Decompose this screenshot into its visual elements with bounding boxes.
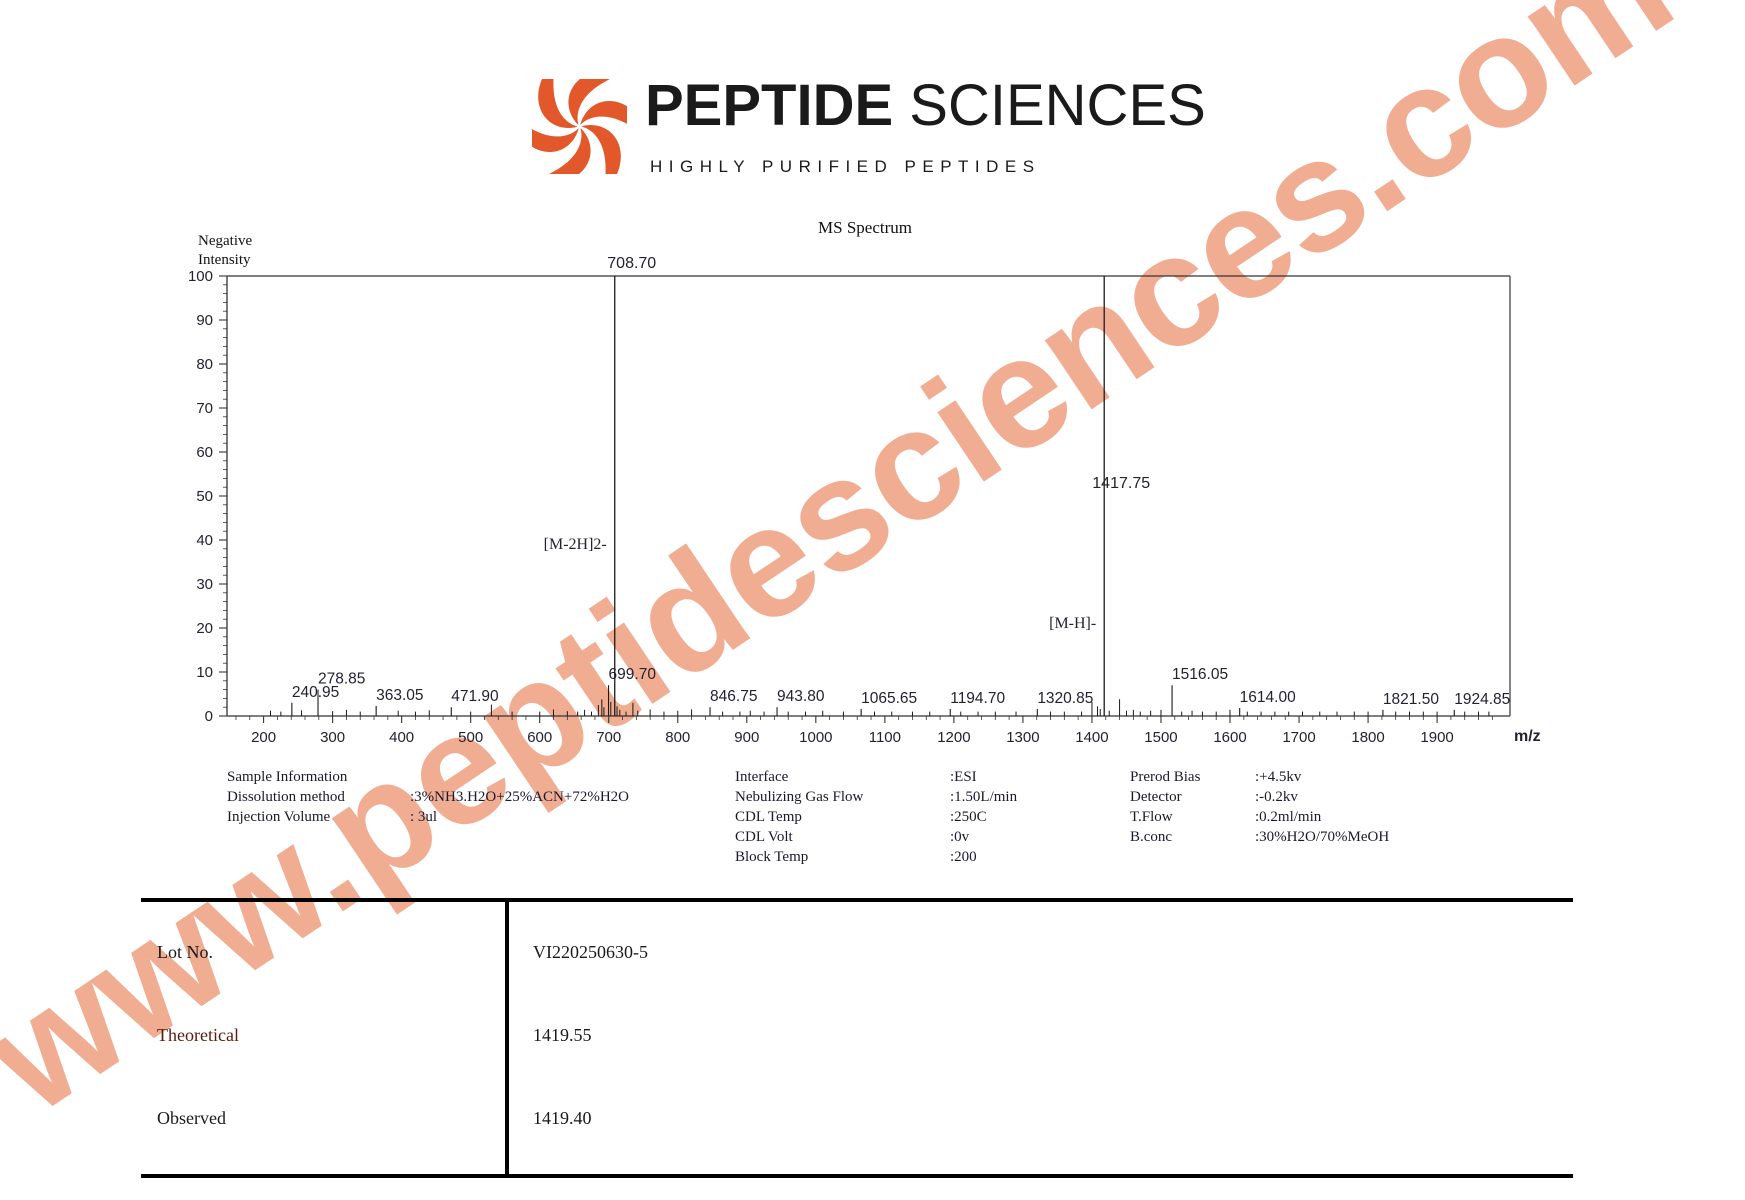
svg-text:70: 70 <box>196 400 213 417</box>
svg-text:300: 300 <box>320 729 345 746</box>
svg-text:90: 90 <box>196 312 213 329</box>
svg-text:1500: 1500 <box>1144 729 1177 746</box>
svg-text:1200: 1200 <box>937 729 970 746</box>
svg-text:1400: 1400 <box>1075 729 1108 746</box>
svg-text:708.70: 708.70 <box>607 255 656 272</box>
svg-text:60: 60 <box>196 444 213 461</box>
svg-text:471.90: 471.90 <box>451 688 499 705</box>
svg-text:363.05: 363.05 <box>376 687 423 704</box>
svg-text:50: 50 <box>196 488 213 505</box>
svg-text:m/z: m/z <box>1514 728 1541 745</box>
svg-text:80: 80 <box>196 356 213 373</box>
svg-text:10: 10 <box>196 664 213 681</box>
svg-text:699.70: 699.70 <box>609 666 657 683</box>
svg-text:1300: 1300 <box>1006 729 1039 746</box>
svg-text:1821.50: 1821.50 <box>1383 691 1439 708</box>
svg-text:[M-2H]2-: [M-2H]2- <box>544 536 607 553</box>
svg-text:1065.65: 1065.65 <box>861 690 917 707</box>
svg-text:0: 0 <box>205 708 213 725</box>
svg-text:100: 100 <box>188 268 213 285</box>
svg-text:943.80: 943.80 <box>777 688 825 705</box>
svg-text:700: 700 <box>596 729 621 746</box>
svg-text:1000: 1000 <box>799 729 832 746</box>
svg-text:1100: 1100 <box>869 729 901 746</box>
svg-text:1516.05: 1516.05 <box>1172 666 1228 683</box>
svg-text:900: 900 <box>734 729 759 746</box>
svg-text:1194.70: 1194.70 <box>950 690 1005 707</box>
svg-text:1924.85: 1924.85 <box>1454 691 1510 708</box>
svg-text:1600: 1600 <box>1213 729 1246 746</box>
svg-text:278.85: 278.85 <box>318 671 365 688</box>
svg-text:40: 40 <box>196 532 213 549</box>
svg-text:1320.85: 1320.85 <box>1037 690 1093 707</box>
svg-text:800: 800 <box>665 729 690 746</box>
svg-text:1900: 1900 <box>1420 729 1453 746</box>
svg-text:1700: 1700 <box>1282 729 1315 746</box>
svg-text:1800: 1800 <box>1351 729 1384 746</box>
svg-text:1417.75: 1417.75 <box>1092 475 1150 492</box>
svg-text:1614.00: 1614.00 <box>1240 689 1296 706</box>
svg-text:30: 30 <box>196 576 213 593</box>
svg-text:600: 600 <box>527 729 552 746</box>
svg-text:846.75: 846.75 <box>710 688 757 705</box>
svg-text:20: 20 <box>196 620 213 637</box>
svg-text:500: 500 <box>458 729 483 746</box>
svg-text:400: 400 <box>389 729 414 746</box>
svg-text:[M-H]-: [M-H]- <box>1049 615 1096 632</box>
svg-text:200: 200 <box>251 729 276 746</box>
